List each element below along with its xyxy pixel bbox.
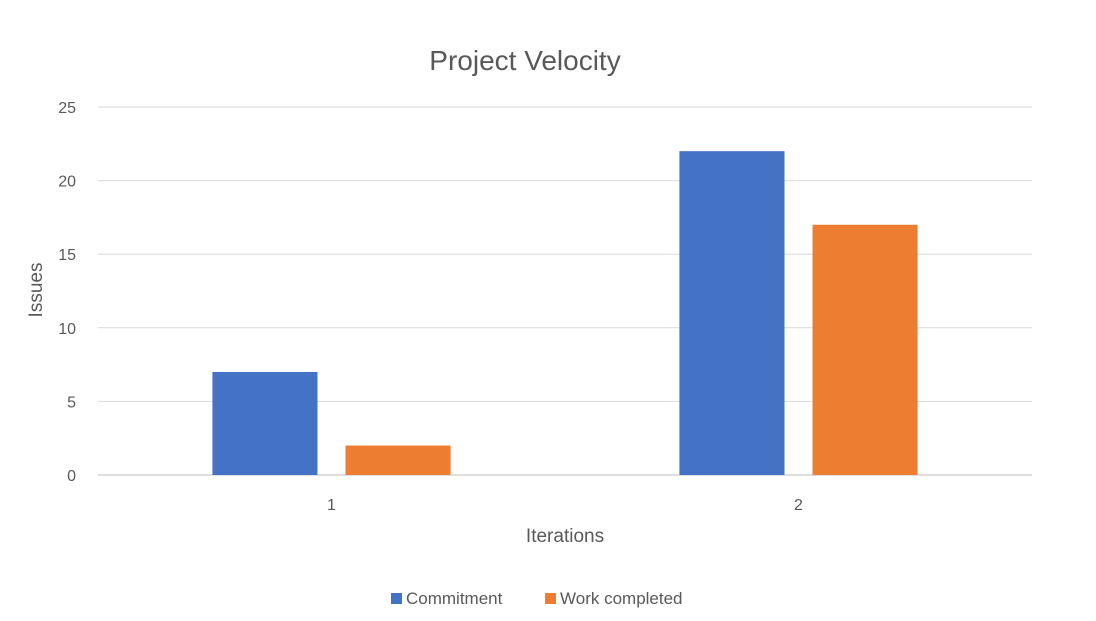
x-tick-label: 1 [327, 497, 336, 514]
bars [212, 151, 918, 475]
legend-label: Commitment [406, 589, 503, 608]
legend-label: Work completed [560, 589, 683, 608]
x-tick-label: 2 [794, 497, 803, 514]
legend: Commitment Work completed [391, 589, 683, 608]
y-axis-title: Issues [26, 263, 47, 318]
y-axis-ticks: 0 5 10 15 20 25 [58, 100, 76, 485]
y-tick-label: 10 [58, 321, 76, 338]
bar-work-completed-2 [812, 224, 918, 475]
legend-swatch [545, 593, 556, 604]
x-axis-title: Iterations [526, 526, 604, 547]
bar-commitment-2 [679, 151, 785, 475]
y-tick-label: 15 [58, 247, 76, 264]
bar-work-completed-1 [345, 445, 451, 475]
chart-title: Project Velocity [429, 45, 620, 76]
y-tick-label: 0 [67, 468, 76, 485]
legend-swatch [391, 593, 402, 604]
y-tick-label: 25 [58, 100, 76, 117]
y-tick-label: 5 [67, 394, 76, 411]
bar-commitment-1 [212, 371, 318, 475]
y-tick-label: 20 [58, 174, 76, 191]
